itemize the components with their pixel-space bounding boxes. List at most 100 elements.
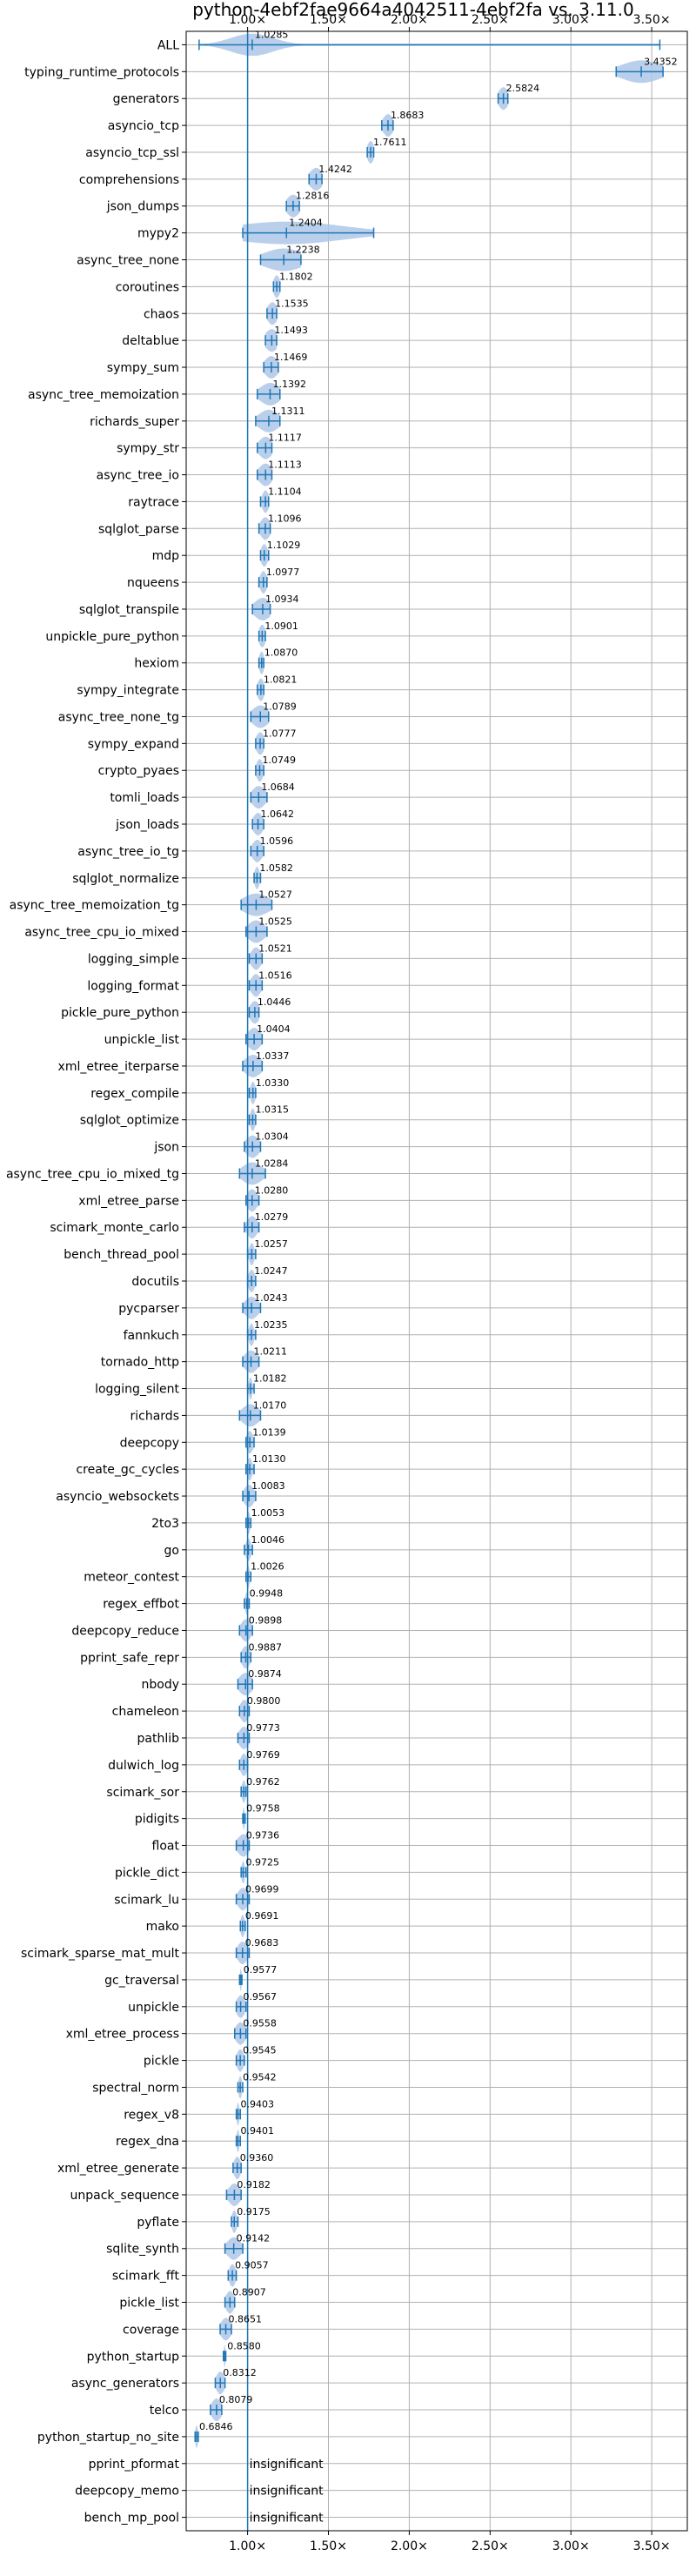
value-label: 1.7611 <box>373 137 407 148</box>
value-label: 1.0280 <box>255 1184 289 1196</box>
benchmark-label: bench_mp_pool <box>84 2512 179 2526</box>
benchmark-label: regex_effbot <box>103 1598 179 1612</box>
benchmark-label: scimark_monte_carlo <box>50 1221 179 1235</box>
value-label: 0.9758 <box>246 1803 280 1815</box>
value-label: 1.0046 <box>251 1534 284 1546</box>
benchmark-label: unpickle_list <box>104 1033 180 1047</box>
value-label: 1.2404 <box>289 218 323 229</box>
value-label: 1.0279 <box>255 1211 289 1223</box>
value-label: 1.0977 <box>266 567 300 578</box>
value-label: 1.2238 <box>286 244 320 255</box>
benchmark-label: deltablue <box>122 334 179 348</box>
value-label: 1.0257 <box>254 1238 288 1250</box>
value-label: 1.0304 <box>255 1131 289 1143</box>
marks-layer <box>194 31 664 2531</box>
benchmark-label: coroutines <box>116 280 179 294</box>
benchmark-label: async_tree_none_tg <box>58 710 179 724</box>
value-label: 1.0235 <box>254 1319 288 1331</box>
benchmark-label: dulwich_log <box>108 1759 179 1773</box>
value-label: 1.0026 <box>251 1561 284 1573</box>
value-label: 1.0642 <box>261 808 295 820</box>
benchmark-label: sympy_sum <box>107 361 179 375</box>
value-label: 0.9887 <box>249 1641 283 1653</box>
benchmark-label: async_tree_io_tg <box>77 845 179 859</box>
value-label: 1.1802 <box>279 271 313 282</box>
value-label: 0.9142 <box>237 2233 271 2244</box>
value-label: 1.0170 <box>253 1399 287 1411</box>
value-label: 3.4352 <box>644 56 678 67</box>
benchmark-label: richards <box>130 1409 180 1423</box>
benchmark-label: deepcopy_reduce <box>71 1624 179 1638</box>
value-label: 1.0247 <box>254 1265 288 1277</box>
benchmark-label: json_dumps <box>106 200 179 214</box>
benchmark-label: generators <box>113 92 179 106</box>
value-label: 0.9762 <box>246 1776 280 1788</box>
benchmark-label: pprint_safe_repr <box>80 1651 179 1665</box>
value-label: 1.0934 <box>265 594 299 605</box>
value-label: 0.8907 <box>232 2287 266 2298</box>
value-label: 0.8651 <box>229 2313 263 2324</box>
value-label: 1.1469 <box>274 352 308 363</box>
value-label: 1.0446 <box>258 996 291 1008</box>
benchmark-label: pidigits <box>135 1813 179 1827</box>
benchmark-label: pickle_pure_python <box>61 1006 179 1020</box>
value-label: 1.0284 <box>255 1157 289 1169</box>
benchmark-label: unpickle <box>128 2001 179 2015</box>
insignificant-label: insignificant <box>250 2458 325 2472</box>
value-label: 0.9057 <box>235 2260 269 2271</box>
benchmark-label: ALL <box>157 38 179 52</box>
value-label: 0.9360 <box>240 2152 274 2163</box>
value-label: 1.0404 <box>257 1023 291 1035</box>
value-label: 0.9401 <box>240 2125 274 2137</box>
value-label: 1.0870 <box>264 647 298 659</box>
benchmark-label: async_tree_cpu_io_mixed_tg <box>6 1167 179 1181</box>
benchmark-label: logging_silent <box>95 1383 179 1397</box>
benchmark-label: xml_etree_generate <box>57 2162 179 2176</box>
benchmark-label: scimark_sor <box>106 1786 179 1800</box>
x-tick-label-bottom: 1.50× <box>310 2539 347 2553</box>
value-label: 0.9577 <box>244 1964 278 1976</box>
x-tick-label-bottom: 3.50× <box>633 2539 671 2553</box>
benchmark-label: sqlglot_optimize <box>80 1114 179 1128</box>
value-label: 1.0596 <box>260 835 294 847</box>
benchmark-label: raytrace <box>128 495 179 509</box>
benchmark-label: spectral_norm <box>92 2081 179 2095</box>
value-label: 0.9403 <box>241 2098 275 2110</box>
value-label: 1.1113 <box>268 460 302 471</box>
x-tick-label-top: 1.00× <box>229 13 266 27</box>
value-label: 0.9948 <box>250 1588 284 1600</box>
benchmark-label: logging_format <box>87 979 179 993</box>
benchmark-label: sympy_integrate <box>77 684 179 698</box>
value-label: 1.0777 <box>263 728 297 739</box>
value-label: 1.0821 <box>264 674 298 686</box>
value-label: 1.0582 <box>259 862 293 874</box>
labels-layer: ALL typing_runtime_protocols generators asy… <box>6 29 678 2525</box>
value-label: 2.5824 <box>506 83 540 94</box>
benchmark-label: pprint_pformat <box>89 2458 180 2472</box>
value-label: 0.9683 <box>245 1937 279 1949</box>
value-label: 1.1535 <box>275 298 309 309</box>
benchmark-label: regex_dna <box>116 2135 179 2149</box>
benchmark-label: scimark_lu <box>114 1893 179 1907</box>
benchmark-label: nbody <box>142 1678 180 1692</box>
benchmark-label: bench_thread_pool <box>64 1248 179 1262</box>
value-label: 1.0901 <box>264 621 298 632</box>
benchmark-label: xml_etree_process <box>66 2028 179 2042</box>
value-label: 0.9558 <box>243 2018 277 2029</box>
benchmark-label: telco <box>150 2404 179 2418</box>
value-label: 1.1029 <box>267 540 301 551</box>
value-label: 1.0211 <box>254 1346 288 1358</box>
value-label: 0.9800 <box>247 1695 281 1707</box>
value-label: 1.0083 <box>251 1480 285 1492</box>
benchmark-label: xml_etree_iterparse <box>58 1060 179 1074</box>
value-label: 0.9736 <box>246 1830 280 1841</box>
benchmark-label: async_generators <box>71 2377 179 2391</box>
benchmark-label: gc_traversal <box>104 1974 179 1988</box>
benchmark-label: xml_etree_parse <box>78 1194 179 1208</box>
value-label: 0.9182 <box>237 2179 271 2190</box>
x-tick-label-bottom: 3.00× <box>552 2539 590 2553</box>
plot-frame <box>185 30 688 2532</box>
value-label: 0.9898 <box>249 1614 283 1626</box>
benchmark-label: pathlib <box>137 1732 180 1746</box>
value-label: 1.0789 <box>263 701 297 712</box>
